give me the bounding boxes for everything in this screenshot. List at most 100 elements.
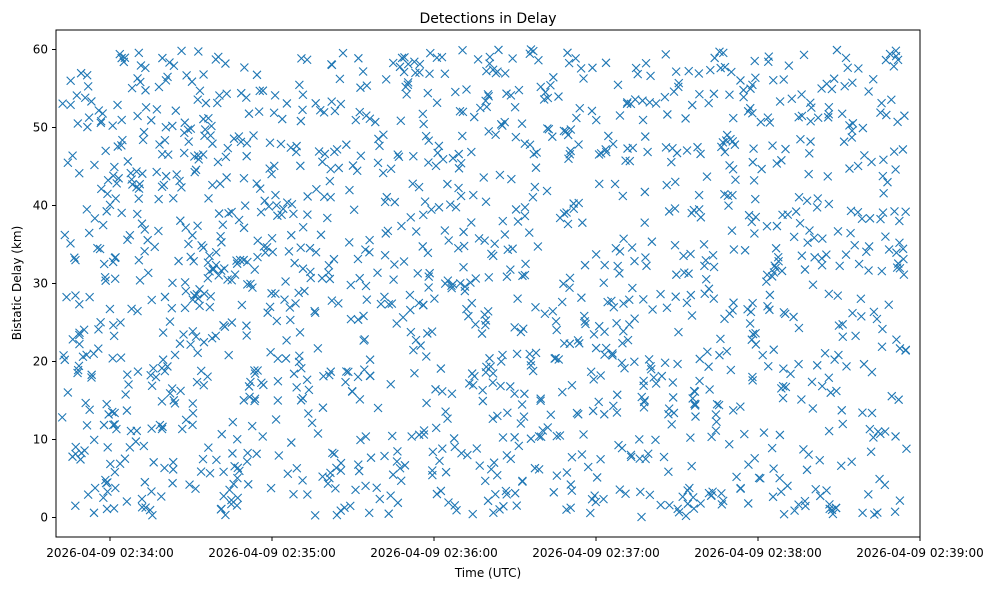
detection-point — [116, 141, 126, 150]
detection-point — [157, 424, 167, 434]
detection-point — [205, 468, 215, 478]
detection-point — [284, 246, 294, 256]
detection-point — [158, 422, 167, 432]
detection-point — [531, 163, 541, 173]
detection-point — [484, 126, 494, 136]
detection-point — [190, 152, 199, 161]
detection-point — [639, 376, 649, 386]
detection-point — [569, 204, 579, 214]
detection-point — [484, 272, 494, 282]
detection-point — [610, 179, 620, 189]
detection-point — [85, 292, 95, 302]
detection-point — [72, 91, 82, 100]
detection-point — [716, 334, 725, 344]
detection-point — [858, 508, 867, 518]
detection-point — [393, 498, 403, 508]
detection-point — [805, 98, 815, 108]
detection-point — [473, 54, 483, 64]
detection-point — [688, 492, 698, 502]
x-axis-ticks: 2026-04-09 02:34:00 2026-04-09 02:35:00 20… — [46, 537, 984, 560]
detection-point — [434, 202, 444, 212]
detection-point — [739, 92, 749, 102]
detection-point — [100, 272, 110, 282]
detection-point — [552, 431, 562, 441]
detection-point — [892, 335, 901, 345]
detection-point — [586, 367, 596, 377]
detection-point — [589, 329, 599, 339]
detection-point — [641, 253, 650, 262]
detection-point — [638, 294, 648, 304]
detection-point — [777, 266, 787, 276]
detection-point — [775, 430, 785, 440]
detection-point — [431, 384, 440, 394]
detection-point — [687, 311, 697, 320]
detection-point — [842, 362, 851, 371]
detection-point — [163, 150, 173, 159]
detection-point — [361, 281, 371, 291]
detection-point — [239, 173, 249, 183]
detection-point — [242, 151, 252, 161]
detection-point — [414, 182, 424, 192]
detection-point — [763, 57, 773, 67]
detection-point — [463, 311, 473, 321]
detection-point — [456, 191, 466, 201]
detection-point — [901, 207, 911, 217]
detection-point — [813, 194, 823, 203]
detection-point — [177, 46, 186, 56]
detection-point — [462, 450, 472, 460]
detection-point — [781, 144, 790, 154]
detection-point — [667, 419, 677, 429]
detection-point — [711, 410, 721, 419]
detection-point — [817, 381, 827, 391]
detection-point — [243, 448, 253, 458]
detection-point — [425, 48, 435, 58]
detection-point — [718, 48, 728, 58]
detection-point — [817, 234, 827, 244]
detection-point — [211, 331, 221, 341]
detection-point — [603, 297, 613, 307]
detection-point — [657, 371, 667, 381]
detection-point — [594, 397, 604, 407]
detection-point — [712, 417, 721, 427]
detection-point — [640, 218, 650, 228]
detection-point — [829, 74, 839, 84]
detection-point — [152, 167, 162, 177]
detection-point — [630, 314, 640, 324]
detection-point — [250, 366, 259, 375]
detection-point — [840, 81, 850, 91]
detection-point — [224, 208, 234, 218]
detection-point — [847, 126, 857, 136]
detection-point — [725, 161, 734, 170]
detection-point — [895, 496, 905, 506]
detection-point — [169, 61, 179, 71]
detection-point — [669, 87, 679, 96]
detection-point — [149, 457, 159, 467]
detection-point — [449, 434, 459, 443]
y-tick-label: 20 — [33, 355, 48, 369]
detection-point — [454, 149, 464, 159]
detection-point — [660, 358, 670, 368]
detection-point — [702, 172, 712, 182]
x-tick-label: 2026-04-09 02:34:00 — [46, 546, 173, 560]
detection-point — [199, 337, 209, 347]
detection-point — [647, 237, 657, 247]
detection-point — [642, 261, 651, 271]
y-tick-label: 30 — [33, 277, 48, 291]
detection-point — [867, 367, 877, 377]
detection-point — [239, 395, 249, 405]
detection-point — [775, 97, 785, 106]
detection-point — [123, 157, 133, 166]
detection-point — [740, 245, 750, 255]
detection-point — [98, 493, 108, 503]
detection-point — [297, 54, 306, 63]
detection-point — [305, 243, 315, 253]
detection-point — [805, 226, 814, 235]
detection-point — [729, 245, 739, 254]
detection-point — [853, 207, 863, 217]
detection-point — [823, 172, 833, 181]
detection-point — [199, 380, 209, 390]
detection-point — [567, 486, 577, 496]
detection-point — [381, 229, 391, 238]
detection-point — [486, 464, 496, 474]
detection-point — [687, 100, 697, 110]
